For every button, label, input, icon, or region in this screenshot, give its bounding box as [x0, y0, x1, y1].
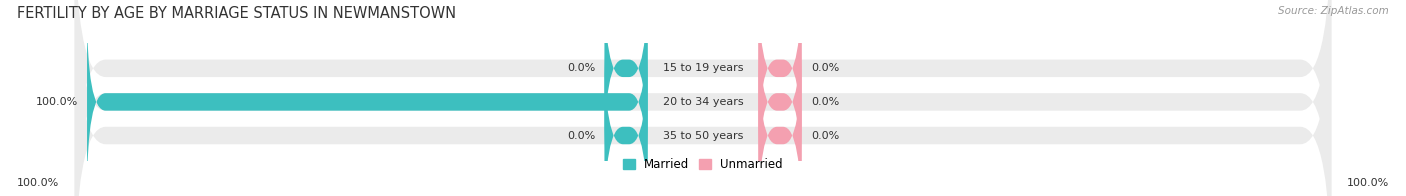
- Text: 35 to 50 years: 35 to 50 years: [662, 131, 744, 141]
- Text: 20 to 34 years: 20 to 34 years: [662, 97, 744, 107]
- FancyBboxPatch shape: [605, 44, 648, 196]
- Text: FERTILITY BY AGE BY MARRIAGE STATUS IN NEWMANSTOWN: FERTILITY BY AGE BY MARRIAGE STATUS IN N…: [17, 6, 456, 21]
- Text: 100.0%: 100.0%: [17, 178, 59, 188]
- Text: 0.0%: 0.0%: [811, 131, 839, 141]
- Text: 15 to 19 years: 15 to 19 years: [662, 63, 744, 73]
- FancyBboxPatch shape: [75, 0, 1331, 196]
- FancyBboxPatch shape: [605, 0, 648, 160]
- Text: 100.0%: 100.0%: [35, 97, 77, 107]
- Text: 0.0%: 0.0%: [811, 97, 839, 107]
- Text: 100.0%: 100.0%: [1347, 178, 1389, 188]
- FancyBboxPatch shape: [75, 0, 1331, 196]
- FancyBboxPatch shape: [87, 10, 648, 194]
- FancyBboxPatch shape: [75, 0, 1331, 196]
- FancyBboxPatch shape: [758, 0, 801, 160]
- Text: 0.0%: 0.0%: [567, 131, 595, 141]
- Text: Source: ZipAtlas.com: Source: ZipAtlas.com: [1278, 6, 1389, 16]
- FancyBboxPatch shape: [758, 44, 801, 196]
- Text: 0.0%: 0.0%: [567, 63, 595, 73]
- Text: 0.0%: 0.0%: [811, 63, 839, 73]
- Legend: Married, Unmarried: Married, Unmarried: [619, 153, 787, 176]
- FancyBboxPatch shape: [758, 10, 801, 194]
